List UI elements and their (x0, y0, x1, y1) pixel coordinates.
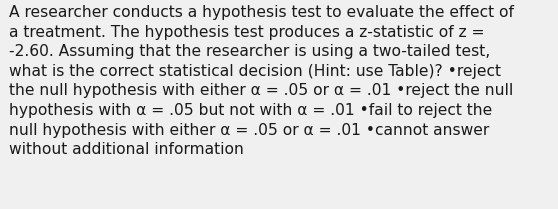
Text: A researcher conducts a hypothesis test to evaluate the effect of
a treatment. T: A researcher conducts a hypothesis test … (9, 5, 514, 157)
